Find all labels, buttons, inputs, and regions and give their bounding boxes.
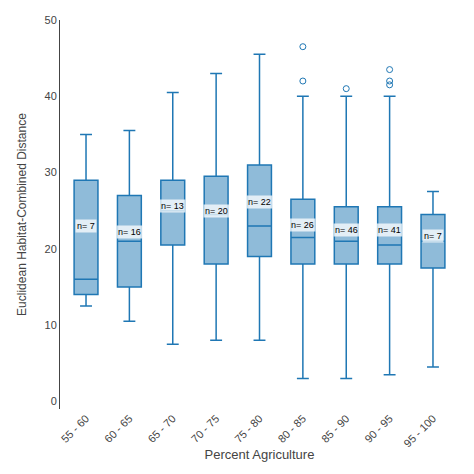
svg-text:40: 40 bbox=[45, 90, 57, 102]
svg-text:55 - 60: 55 - 60 bbox=[59, 412, 92, 445]
svg-text:90 - 95: 90 - 95 bbox=[362, 412, 395, 445]
svg-text:60 - 65: 60 - 65 bbox=[102, 412, 135, 445]
svg-text:50: 50 bbox=[45, 14, 57, 26]
svg-text:70 - 75: 70 - 75 bbox=[189, 412, 222, 445]
svg-text:10: 10 bbox=[45, 319, 57, 331]
svg-text:95 - 100: 95 - 100 bbox=[401, 412, 438, 449]
svg-text:n= 26: n= 26 bbox=[291, 220, 314, 230]
svg-text:30: 30 bbox=[45, 166, 57, 178]
svg-text:80 - 85: 80 - 85 bbox=[275, 412, 308, 445]
svg-text:n= 7: n= 7 bbox=[77, 221, 95, 231]
svg-text:n= 22: n= 22 bbox=[248, 197, 271, 207]
svg-text:0: 0 bbox=[51, 395, 57, 407]
svg-text:Percent Agriculture: Percent Agriculture bbox=[205, 447, 315, 462]
svg-text:n= 46: n= 46 bbox=[335, 225, 358, 235]
svg-text:75 - 80: 75 - 80 bbox=[232, 412, 265, 445]
svg-text:n= 7: n= 7 bbox=[424, 231, 442, 241]
svg-text:85 - 90: 85 - 90 bbox=[319, 412, 352, 445]
svg-text:n= 20: n= 20 bbox=[205, 206, 228, 216]
svg-text:n= 16: n= 16 bbox=[118, 227, 141, 237]
svg-text:n= 13: n= 13 bbox=[161, 201, 184, 211]
svg-text:n= 41: n= 41 bbox=[378, 225, 401, 235]
svg-text:20: 20 bbox=[45, 243, 57, 255]
svg-text:Euclidean Habitat-Combined Dis: Euclidean Habitat-Combined Distance bbox=[15, 113, 29, 316]
svg-text:65 - 70: 65 - 70 bbox=[145, 412, 178, 445]
